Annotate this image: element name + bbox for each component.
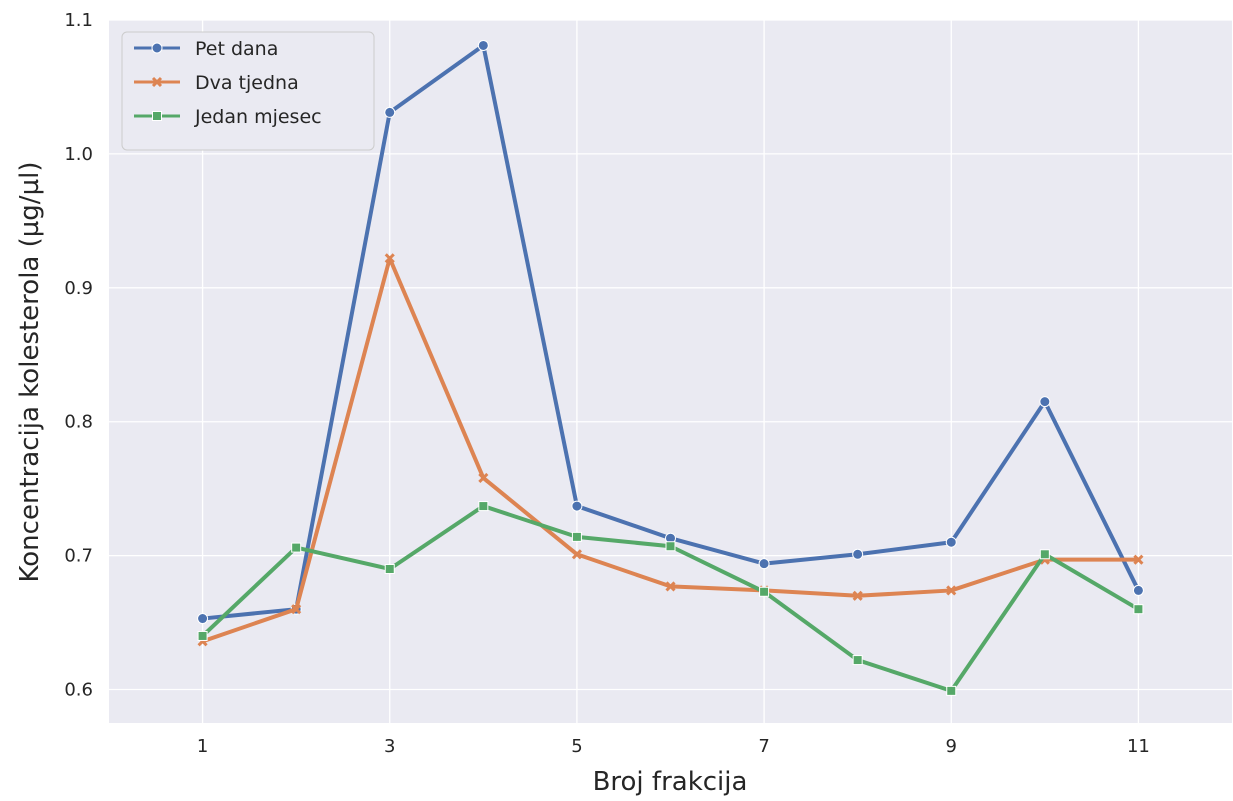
y-tick-label: 0.7: [64, 546, 93, 567]
data-point: [571, 531, 582, 542]
x-tick-label: 7: [758, 736, 769, 757]
data-point: [852, 590, 863, 601]
data-point: [1039, 549, 1050, 560]
y-tick-label: 0.9: [64, 278, 93, 299]
legend-marker: [152, 111, 162, 121]
data-point: [478, 472, 489, 484]
series-jedan-mjesec: [197, 501, 1144, 696]
series-layer: [197, 39, 1144, 696]
y-tick-labels: 0.6 0.7 0.8 0.9 1.0 1.1: [64, 10, 93, 701]
data-point: [758, 558, 770, 570]
y-tick-label: 1.1: [64, 10, 93, 31]
grid-lines: [109, 19, 1232, 723]
data-point: [665, 581, 676, 592]
data-point: [197, 630, 208, 641]
y-axis-label: Koncentracija kolesterola (µg/µl): [15, 162, 45, 583]
series-pet-dana: [197, 39, 1144, 625]
x-tick-labels: 1 3 5 7 9 11: [197, 736, 1150, 757]
data-point: [291, 604, 302, 615]
x-tick-label: 5: [571, 736, 582, 757]
legend-label: Dva tjedna: [195, 72, 299, 94]
data-point: [384, 564, 395, 575]
data-point: [384, 106, 396, 118]
x-tick-label: 1: [197, 736, 208, 757]
data-point: [946, 685, 957, 696]
legend: Pet dana Dva tjedna Jedan mjesec: [121, 31, 375, 151]
y-tick-label: 0.6: [64, 680, 93, 701]
data-point: [1133, 554, 1144, 565]
data-point: [477, 39, 489, 51]
data-point: [571, 500, 583, 512]
x-axis-label: Broj frakcija: [593, 767, 748, 797]
x-tick-label: 9: [946, 736, 957, 757]
data-point: [852, 655, 863, 666]
legend-label: Pet dana: [195, 38, 278, 60]
data-point: [197, 613, 209, 625]
data-point: [571, 549, 582, 560]
data-point: [1132, 584, 1144, 596]
data-point: [1133, 604, 1144, 615]
data-point: [1039, 396, 1051, 408]
x-tick-label: 3: [384, 736, 395, 757]
data-point: [665, 541, 676, 552]
y-tick-label: 1.0: [64, 144, 93, 165]
legend-marker: [151, 76, 163, 88]
data-point: [291, 542, 302, 553]
legend-box: [121, 31, 375, 151]
data-point: [945, 536, 957, 548]
data-point: [852, 548, 864, 560]
x-tick-label: 11: [1127, 736, 1150, 757]
data-point: [384, 253, 395, 264]
data-point: [946, 585, 957, 596]
data-point: [478, 501, 489, 512]
y-tick-label: 0.8: [64, 412, 93, 433]
legend-label: Jedan mjesec: [194, 106, 322, 128]
legend-marker: [151, 42, 163, 54]
data-point: [759, 586, 770, 597]
